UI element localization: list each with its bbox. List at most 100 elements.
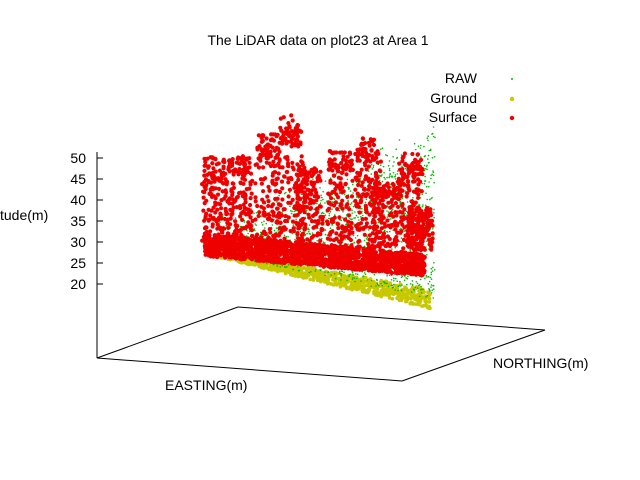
raw-point	[387, 285, 390, 288]
raw-point	[383, 230, 386, 232]
raw-point	[418, 284, 421, 286]
surface-point	[255, 145, 260, 150]
surface-point	[253, 181, 258, 186]
raw-point	[283, 266, 286, 268]
surface-point	[244, 206, 249, 211]
ground-point	[242, 259, 247, 264]
surface-point	[286, 180, 291, 185]
surface-point	[216, 249, 221, 254]
surface-point	[253, 217, 258, 222]
ground-point	[275, 265, 280, 270]
surface-point	[206, 165, 211, 170]
surface-point	[223, 206, 228, 211]
legend-marker-surface	[509, 115, 515, 121]
surface-point	[389, 264, 394, 269]
surface-point	[213, 157, 218, 162]
surface-point	[322, 258, 327, 264]
surface-point	[302, 165, 307, 170]
raw-point	[271, 224, 274, 226]
surface-point	[259, 181, 264, 186]
surface-point	[276, 146, 281, 151]
surface-point	[216, 176, 221, 181]
surface-point	[238, 251, 243, 256]
ground-point	[335, 283, 339, 287]
raw-point	[433, 262, 435, 264]
surface-point	[374, 266, 379, 271]
raw-point	[396, 170, 399, 172]
surface-point	[311, 252, 316, 257]
raw-point	[424, 175, 426, 178]
raw-point	[433, 156, 436, 158]
surface-point	[302, 210, 307, 215]
surface-point	[307, 201, 312, 206]
surface-point	[224, 190, 229, 195]
raw-point	[276, 265, 279, 267]
surface-point	[273, 252, 279, 258]
ground-point	[306, 273, 311, 277]
surface-point	[316, 232, 321, 237]
surface-point	[297, 166, 302, 171]
surface-point	[245, 166, 250, 171]
surface-point	[302, 206, 307, 211]
surface-point	[339, 185, 344, 190]
raw-point	[433, 212, 435, 214]
raw-point	[434, 136, 436, 139]
surface-point	[295, 202, 300, 208]
surface-point	[348, 265, 353, 271]
surface-point	[261, 189, 266, 194]
surface-point	[314, 198, 319, 203]
raw-point	[350, 202, 353, 204]
raw-point	[429, 198, 431, 201]
surface-point	[344, 203, 349, 209]
surface-point	[227, 165, 232, 170]
raw-point	[378, 284, 380, 287]
raw-point	[367, 229, 370, 231]
surface-point	[277, 231, 282, 236]
raw-point	[381, 180, 384, 183]
ground-point	[423, 299, 427, 304]
raw-point	[253, 212, 255, 215]
raw-point	[429, 149, 432, 151]
surface-point	[305, 175, 310, 180]
raw-point	[385, 282, 387, 285]
surface-point	[229, 187, 234, 192]
surface-point	[221, 234, 226, 239]
raw-point	[375, 278, 378, 281]
raw-point	[316, 240, 319, 242]
surface-point	[231, 168, 236, 173]
surface-point	[334, 231, 339, 236]
surface-point	[349, 245, 354, 250]
raw-point	[432, 126, 435, 128]
surface-point	[342, 229, 348, 234]
surface-point	[264, 136, 269, 141]
surface-point	[290, 197, 295, 202]
surface-point	[327, 149, 332, 154]
raw-point	[407, 275, 409, 278]
surface-point	[313, 212, 318, 217]
ground-point	[373, 293, 378, 297]
surface-point	[275, 242, 280, 247]
surface-point	[319, 226, 324, 231]
surface-point	[243, 196, 248, 201]
raw-point	[400, 285, 402, 287]
surface-point	[266, 203, 271, 209]
raw-point	[403, 230, 406, 232]
raw-point	[396, 156, 399, 159]
raw-point	[255, 212, 258, 214]
surface-point	[287, 132, 292, 137]
raw-point	[286, 266, 288, 268]
ground-point	[309, 271, 313, 275]
surface-point	[242, 226, 247, 231]
surface-point	[369, 267, 374, 272]
surface-point	[209, 194, 214, 199]
surface-point	[240, 176, 245, 181]
raw-point	[426, 137, 429, 139]
surface-point	[300, 221, 305, 226]
raw-point	[424, 180, 427, 182]
surface-point	[204, 198, 209, 203]
surface-point	[329, 196, 334, 201]
surface-point	[320, 221, 325, 226]
surface-point	[407, 264, 412, 269]
raw-point	[338, 272, 341, 274]
surface-point	[202, 168, 207, 173]
